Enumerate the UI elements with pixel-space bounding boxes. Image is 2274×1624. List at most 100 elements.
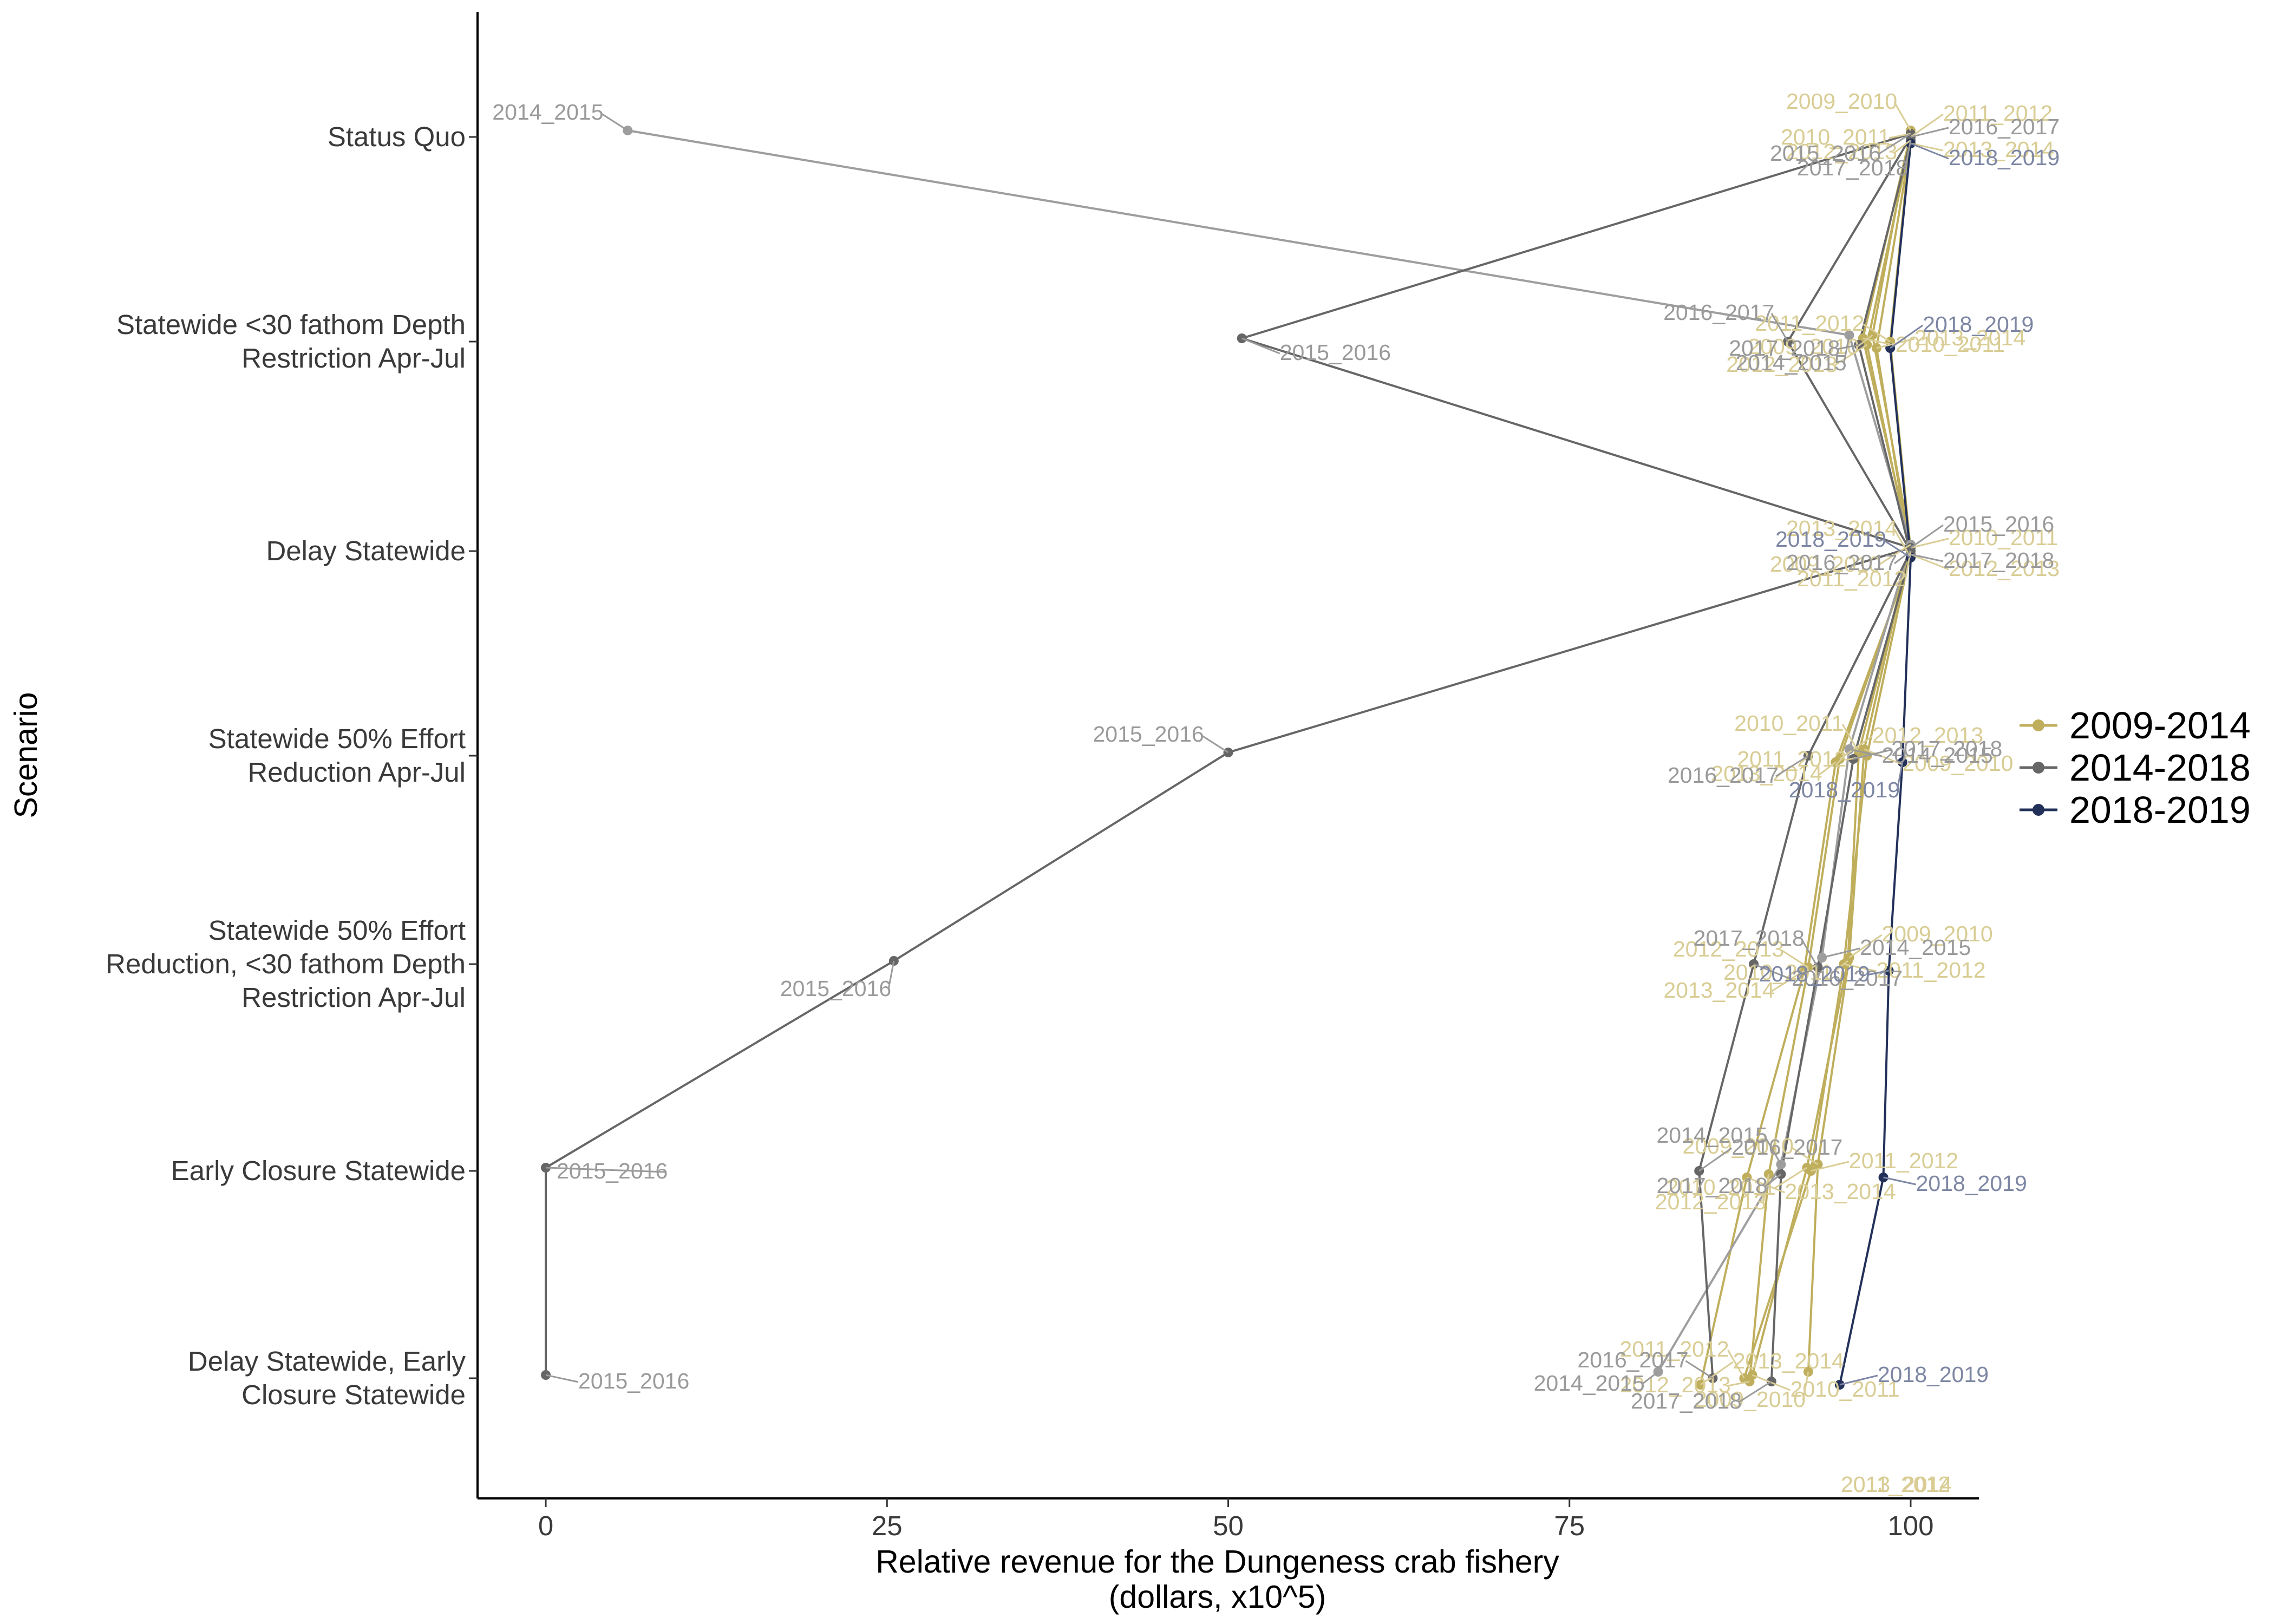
- label-leader: [1831, 960, 1848, 974]
- label-leader: [1764, 1136, 1782, 1165]
- point-label: 2012_2013: [1655, 1189, 1766, 1214]
- x-tick-label: 100: [1887, 1510, 1933, 1541]
- point-label: 2016_2017: [1663, 300, 1774, 325]
- y-category-label: Statewide <30 fathom Depth: [116, 309, 466, 340]
- point-label: 2016_2017: [1792, 966, 1903, 991]
- y-category-label: Reduction Apr-Jul: [247, 757, 466, 788]
- label-leader: [1775, 755, 1809, 777]
- label-leader: [1781, 949, 1809, 968]
- label-leader: [1753, 963, 1792, 980]
- point-label: 2013_2014: [1711, 761, 1822, 786]
- point-label: 2016_2017: [1786, 550, 1897, 575]
- y-category-label: Reduction, <30 fathom Depth: [106, 948, 466, 979]
- label-leader: [1893, 102, 1912, 131]
- label-leader: [1728, 1380, 1750, 1387]
- legend-label: 2014-2018: [2069, 746, 2251, 789]
- point-label: 2010_2011: [1723, 960, 1833, 985]
- axes: 0 25 50 75 100 Status Quo Statewide <30 fathom…: [8, 12, 1979, 1615]
- point-label: 2014_2015: [1860, 935, 1971, 960]
- point-label: 2017_2018: [1891, 736, 2002, 761]
- point-label: 2009_2010: [1786, 89, 1897, 114]
- label-leader: [1883, 1176, 1916, 1186]
- legend-marker: [2033, 804, 2044, 816]
- point-label: 2018_2019: [1878, 1362, 1989, 1387]
- label-leader: [545, 1167, 665, 1173]
- label-leader: [1864, 748, 1903, 765]
- label-leader: [1819, 761, 1837, 776]
- point-label: 2015_2016: [557, 1158, 668, 1183]
- point-label: 2018_2019: [1916, 1171, 2027, 1196]
- label-leader: [1910, 142, 1944, 152]
- point-label: 2015_2016: [1093, 722, 1204, 746]
- y-category-label: Delay Statewide: [266, 535, 466, 566]
- label-leader: [1762, 1174, 1770, 1203]
- x-axis-title: Relative revenue for the Dungeness crab …: [875, 1544, 1559, 1580]
- label-leader: [1910, 524, 1944, 549]
- y-category-label: Delay Statewide, Early: [188, 1346, 466, 1377]
- point-label: 2011_2012: [1841, 1472, 1950, 1497]
- y-category-label: Early Closure Statewide: [171, 1155, 466, 1186]
- label-leader: [1811, 1161, 1850, 1172]
- point-label: 2010_2011: [1666, 1175, 1775, 1200]
- point-label: 2013_2014: [1663, 978, 1774, 1003]
- label-leader: [1200, 734, 1229, 754]
- legend-label: 2009-2014: [2069, 704, 2251, 746]
- label-leader: [1821, 947, 1860, 959]
- point-label: 2009_2010: [1695, 1387, 1806, 1412]
- label-leader: [1896, 762, 1904, 791]
- point-label: 2014_2015: [1534, 1371, 1645, 1396]
- point-label: 2013_2014: [1914, 325, 2025, 350]
- label-leader: [1770, 313, 1789, 342]
- label-leader: [1839, 1374, 1878, 1386]
- label-leader: [1790, 1146, 1819, 1165]
- label-leader: [1685, 1360, 1714, 1379]
- point-label: 2011_2012: [1943, 101, 2053, 126]
- legend-label: 2018-2019: [2069, 789, 2251, 831]
- point-label: 2017_2018: [1729, 336, 1840, 361]
- y-category-label: Restriction Apr-Jul: [241, 982, 466, 1013]
- label-leader: [1910, 538, 1949, 549]
- point-label: 2018_2019: [1759, 961, 1870, 986]
- point-label: 2018_2019: [1789, 777, 1900, 802]
- label-leader: [1910, 142, 1949, 160]
- point-label: 2015_2016: [1943, 512, 2054, 536]
- label-leader: [1771, 970, 1805, 992]
- point-label: 2014_2015: [1656, 1123, 1767, 1148]
- point-label: 2015_2016: [780, 976, 891, 1001]
- point-label: 2014_2015: [1882, 743, 1993, 768]
- y-category-label: Status Quo: [328, 121, 466, 152]
- label-leader: [1867, 970, 1889, 976]
- point-label: 2012_2013: [1726, 352, 1837, 377]
- label-leader: [1910, 553, 1949, 571]
- legend-marker: [2033, 719, 2044, 731]
- point-label: 2016_2017: [1668, 763, 1779, 788]
- point-label: 2010_2011: [1949, 525, 2058, 550]
- x-axis-title: (dollars, x10^5): [1109, 1579, 1327, 1615]
- label-leader: [1894, 139, 1911, 154]
- point-label: 2018_2019: [1949, 145, 2060, 170]
- point-label: 2009_2010: [1748, 334, 1859, 359]
- point-label: 2015_2016: [578, 1368, 689, 1393]
- point-label: 2014_2015: [1736, 350, 1847, 375]
- label-leader: [1764, 1173, 1782, 1188]
- y-axis-title: Scenario: [8, 692, 44, 818]
- point-label: 2009_2010: [1882, 921, 1993, 946]
- point-label: 2017_2018: [1943, 548, 2054, 573]
- x-tick-label: 75: [1554, 1510, 1585, 1541]
- label-leader: [1752, 1374, 1791, 1391]
- label-leader: [1853, 749, 1892, 760]
- point-label: 2016_2017: [1731, 1135, 1842, 1160]
- point-label: 2015_2016: [1280, 340, 1391, 365]
- x-tick-label: 25: [872, 1510, 903, 1541]
- point-label: 2012_2013: [1949, 556, 2060, 581]
- label-leader: [887, 960, 895, 990]
- label-leader: [1910, 127, 1949, 138]
- label-leader: [1843, 335, 1850, 364]
- legend-marker: [2033, 762, 2044, 774]
- point-label: 2015_2016: [1770, 141, 1881, 166]
- x-tick-label: 0: [538, 1510, 553, 1541]
- point-label: 2013_2014: [1943, 137, 2054, 162]
- label-leader: [1910, 113, 1944, 138]
- label-leader: [1739, 1380, 1772, 1403]
